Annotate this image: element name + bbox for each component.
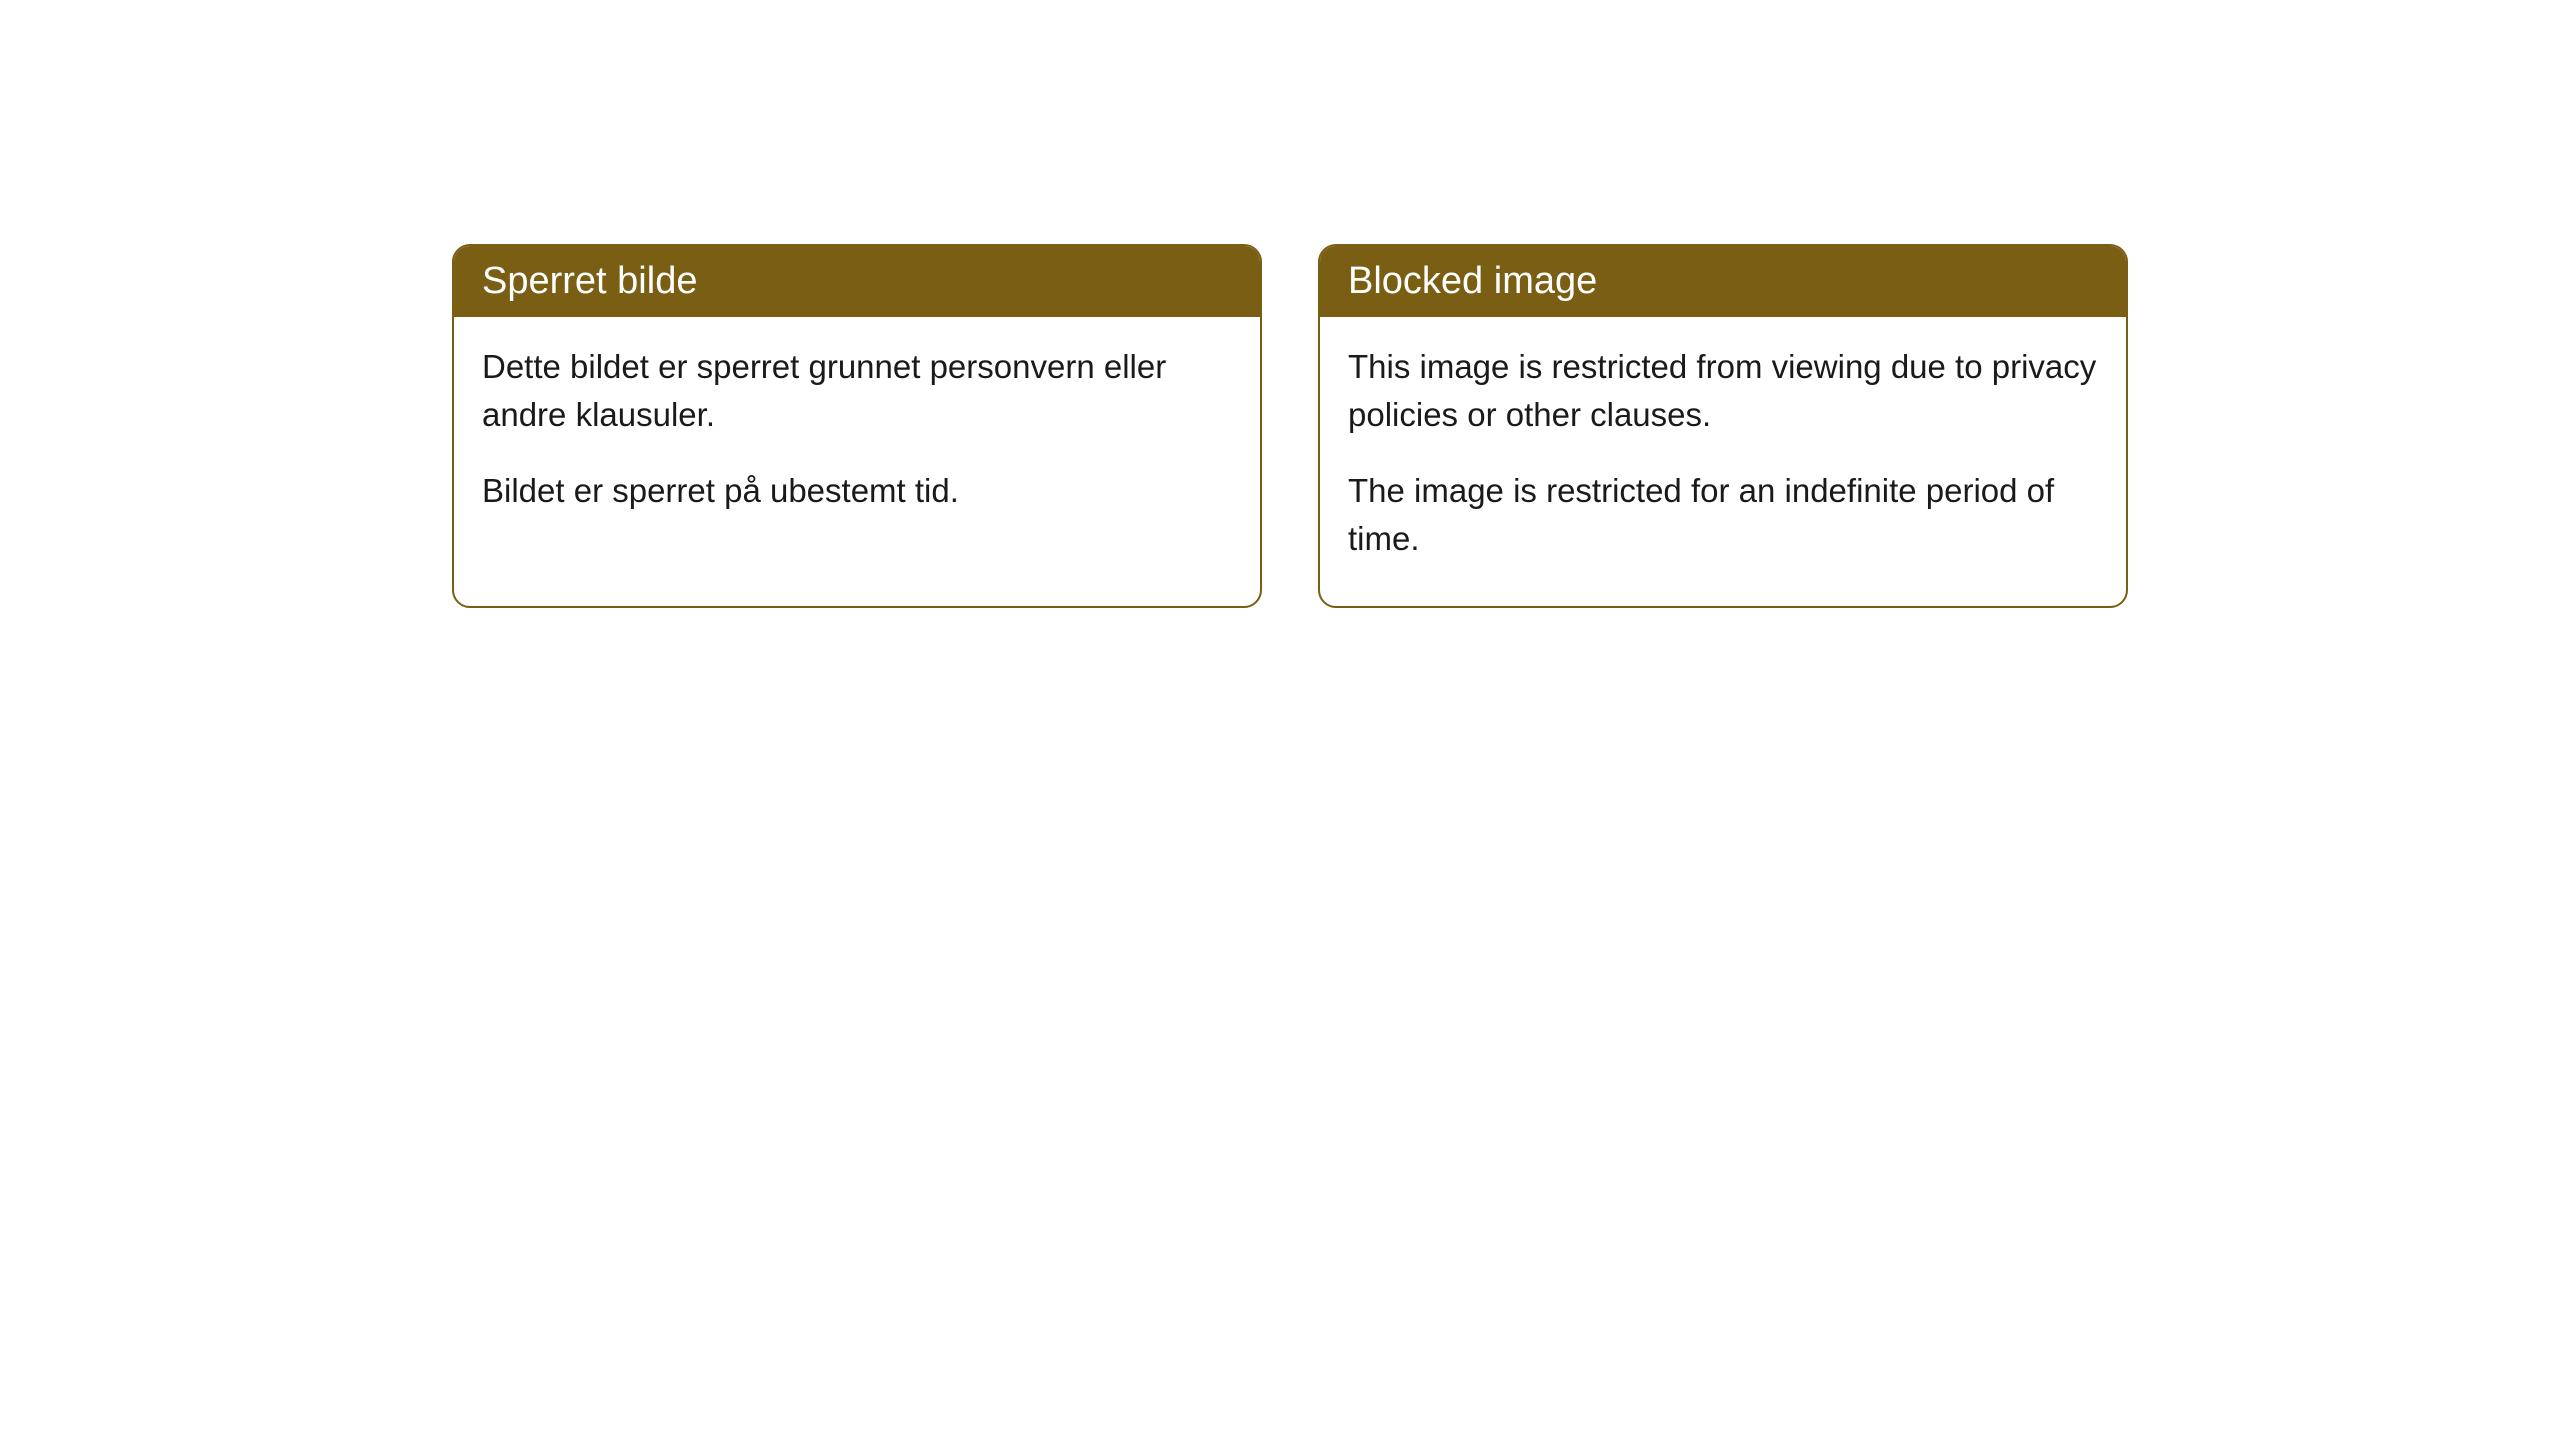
blocked-image-card-no: Sperret bilde Dette bildet er sperret gr… <box>452 244 1262 608</box>
card-title: Blocked image <box>1348 260 1597 302</box>
cards-container: Sperret bilde Dette bildet er sperret gr… <box>452 244 2128 608</box>
card-header: Sperret bilde <box>454 246 1260 317</box>
card-paragraph: This image is restricted from viewing du… <box>1348 343 2098 439</box>
card-body: Dette bildet er sperret grunnet personve… <box>454 317 1260 559</box>
card-paragraph: The image is restricted for an indefinit… <box>1348 467 2098 563</box>
card-title: Sperret bilde <box>482 260 697 302</box>
card-paragraph: Dette bildet er sperret grunnet personve… <box>482 343 1232 439</box>
blocked-image-card-en: Blocked image This image is restricted f… <box>1318 244 2128 608</box>
card-paragraph: Bildet er sperret på ubestemt tid. <box>482 467 1232 515</box>
card-header: Blocked image <box>1320 246 2126 317</box>
card-body: This image is restricted from viewing du… <box>1320 317 2126 606</box>
